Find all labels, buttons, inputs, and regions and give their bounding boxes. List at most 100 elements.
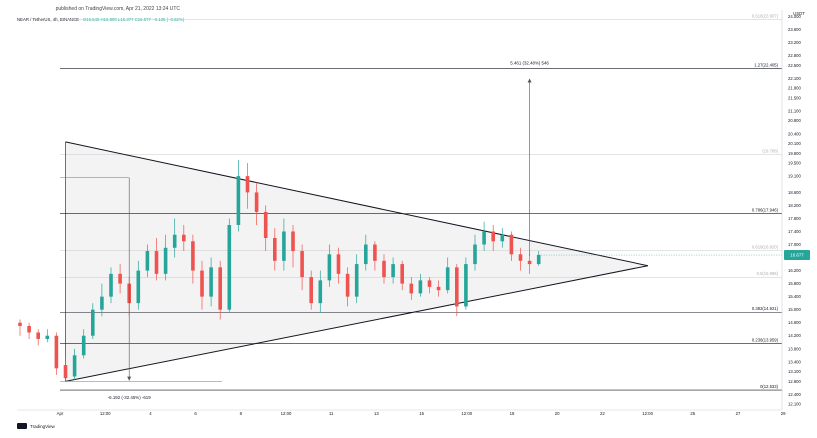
measure-up-arrow	[527, 78, 532, 83]
price-tick-label: 19.800	[788, 151, 801, 156]
candle-body	[300, 251, 304, 278]
price-tick-label: 20.400	[788, 131, 801, 136]
price-axis-unit: USDT	[793, 11, 805, 16]
candle-body	[418, 280, 423, 294]
candle-body	[163, 247, 168, 274]
price-tick-label: 21.800	[788, 86, 801, 91]
fib-label: (19.768)	[762, 148, 778, 153]
price-tick-label: 18.600	[788, 190, 801, 195]
price-tick-label: 22.800	[788, 53, 801, 58]
price-tick-label: 17.400	[788, 229, 801, 234]
candle-body	[509, 234, 514, 255]
candle-body	[391, 264, 395, 278]
price-tick-label: 13.100	[788, 369, 801, 374]
candle-body	[273, 238, 277, 261]
candle-body	[182, 234, 186, 242]
candle-body	[536, 254, 541, 265]
price-tick-label: 21.100	[788, 108, 801, 113]
candle-body	[309, 277, 313, 304]
candle-body	[354, 264, 359, 297]
candle-body	[464, 264, 468, 307]
time-tick-label: 13	[374, 411, 379, 416]
candle-body	[327, 254, 332, 281]
triangle-lower-line	[65, 265, 648, 382]
candle-body	[518, 254, 523, 261]
candle-body	[45, 335, 50, 339]
candle-body	[482, 231, 486, 245]
candle-body	[91, 309, 95, 336]
price-tick-label: 19.500	[788, 161, 801, 166]
price-tick-label: 12.100	[788, 402, 801, 407]
symbol-name[interactable]: NEAR / TetherUS, 4h, BINANCE	[17, 17, 80, 22]
candle-body	[227, 224, 232, 310]
fib-label: 0.236(13.959)	[752, 338, 779, 343]
price-tick-label: 13.800	[788, 346, 801, 351]
time-tick-label: 11	[329, 411, 334, 416]
price-tick-label: 18.200	[788, 203, 801, 208]
candle-body	[263, 211, 268, 239]
price-tick-label: 22.100	[788, 76, 801, 81]
publish-info: published on TradingView.com, Apr 21, 20…	[55, 6, 180, 12]
fib-label: 0.5(15.996)	[757, 271, 779, 276]
annotations: 5.461 (32.48%) 546 -6.192 (-32.45%) -619	[60, 60, 782, 400]
candle-body	[100, 296, 104, 310]
time-tick-label: 6	[194, 411, 197, 416]
time-tick-label: 12:00	[461, 411, 472, 416]
time-tick-label: 8	[240, 411, 243, 416]
time-tick-label: 20	[555, 411, 560, 416]
candle-body	[145, 251, 150, 271]
fib-label: 0.382(14.921)	[752, 306, 779, 311]
time-tick-label: 22	[600, 411, 605, 416]
price-tick-label: 14.200	[788, 333, 801, 338]
candle-body	[236, 176, 241, 225]
fib-label: 0.786(17.946)	[752, 208, 779, 213]
candle-body	[427, 280, 432, 287]
candle-body	[36, 332, 40, 339]
candle-body	[245, 176, 250, 193]
price-tick-label: 20.100	[788, 141, 801, 146]
candle-body	[218, 267, 222, 310]
price-tick-label: 23.600	[788, 27, 801, 32]
tradingview-logo-icon	[17, 423, 27, 429]
price-tick-label: 17.000	[788, 242, 801, 247]
time-tick-label: 25	[690, 411, 695, 416]
candle-body	[81, 335, 86, 356]
candle-body	[282, 231, 286, 261]
time-tick-label: 12:00	[642, 411, 653, 416]
candle-body	[445, 267, 450, 291]
candle-body	[336, 254, 341, 274]
candle-body	[473, 244, 477, 265]
price-tick-label: 24.000	[788, 14, 801, 19]
candle-body	[191, 241, 195, 271]
candles	[18, 159, 541, 382]
measure-down-arrow	[127, 376, 132, 381]
price-tick-label: 12.800	[788, 379, 801, 384]
price-tick-label: 15.000	[788, 307, 801, 312]
footer-brand[interactable]: TradingView	[17, 423, 55, 429]
fib-label: 0.618(16.820)	[752, 244, 779, 249]
candle-body	[373, 244, 377, 261]
time-tick-label: 12:00	[281, 411, 292, 416]
candle-body	[409, 283, 414, 294]
price-tick-label: 14.600	[788, 320, 801, 325]
candle-body	[27, 325, 31, 333]
time-axis: Apr 12:00 4 6 8 12:00 11 13 15 12:00 18 20 22 12:00 25…	[17, 409, 786, 416]
price-tick-label: 17.800	[788, 216, 801, 221]
candle-body	[527, 260, 532, 265]
candle-body	[345, 273, 350, 297]
price-tick-label: 20.800	[788, 118, 801, 123]
fib-label: 1.27(22.405)	[754, 62, 778, 67]
time-tick-label: 4	[149, 411, 152, 416]
fib-label: 0(12.533)	[760, 384, 779, 389]
candle-body	[364, 244, 368, 265]
price-badge	[784, 250, 810, 261]
candle-body	[318, 280, 323, 304]
candle-body	[18, 322, 22, 326]
price-tick-label: 19.100	[788, 174, 801, 179]
candle-body	[72, 355, 77, 377]
candle-body	[172, 234, 177, 248]
price-tick-label: 12.400	[788, 392, 801, 397]
time-tick-label: Apr	[57, 411, 64, 416]
candle-body	[63, 365, 68, 379]
